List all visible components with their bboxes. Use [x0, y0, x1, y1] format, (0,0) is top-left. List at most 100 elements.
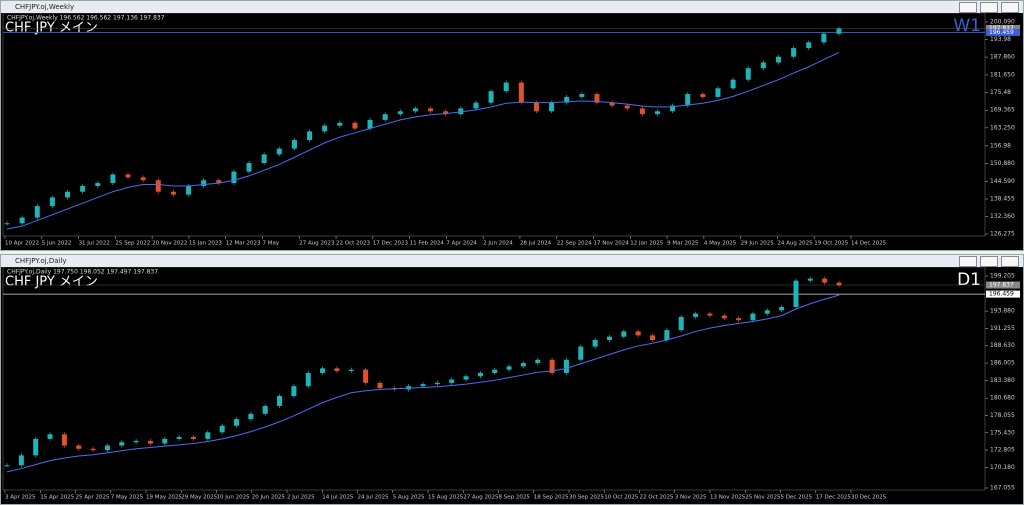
candle: [104, 445, 110, 451]
candle: [95, 183, 101, 186]
candle: [639, 108, 645, 115]
x-tick-label: 18 Sep 2025: [534, 495, 569, 501]
candle: [291, 140, 297, 149]
candle: [592, 339, 598, 347]
x-tick-label: 2 Jun 2024: [483, 241, 513, 247]
candle: [775, 56, 781, 63]
x-tick-label: 27 Aug 2025: [463, 495, 499, 501]
maximize-button[interactable]: [980, 256, 998, 267]
y-tick-label: 181.650: [990, 71, 1015, 78]
y-tick-label: 156.98: [990, 142, 1011, 149]
candle: [760, 62, 766, 69]
x-tick-label: 10 Apr 2022: [5, 241, 39, 247]
x-tick-label: 10 Oct 2025: [604, 495, 639, 501]
candle: [518, 82, 524, 103]
candle: [322, 125, 328, 132]
close-button[interactable]: [1001, 2, 1019, 13]
candle: [764, 310, 770, 314]
period-label: D1: [957, 270, 981, 290]
x-tick-label: 9 Mar 2025: [667, 241, 699, 247]
candle: [549, 102, 555, 112]
candle: [348, 369, 354, 371]
candle: [246, 162, 252, 172]
x-tick-label: 22 Sep 2024: [557, 241, 592, 247]
candle: [201, 180, 207, 186]
candle: [262, 405, 268, 414]
candle: [609, 102, 615, 106]
title-bar: CHFJPY.oj,Weekly: [1, 1, 1023, 13]
candle: [793, 280, 799, 308]
candle: [110, 174, 116, 184]
chart-info: CHFJPY.oj,Weekly 196.562 196.562 197.136…: [7, 15, 165, 22]
y-tick-label: 180.680: [990, 395, 1015, 402]
candle: [488, 91, 494, 103]
x-tick-label: 10 Jun 2025: [217, 495, 251, 501]
chart-window: CHFJPY.oj,Weekly CHFJPY.oj,Weekly 196.562…: [0, 0, 1024, 251]
candle: [506, 366, 512, 370]
x-tick-label: 29 May 2025: [181, 495, 217, 501]
candle: [473, 102, 479, 109]
candle: [664, 330, 670, 340]
candle: [420, 384, 426, 387]
candle: [119, 442, 125, 446]
candle: [621, 331, 627, 337]
candle: [492, 369, 498, 373]
candle: [18, 455, 24, 466]
minimize-button[interactable]: [959, 256, 977, 267]
candle: [170, 191, 176, 195]
candle: [4, 465, 10, 467]
moving-average: [6, 294, 840, 473]
minimize-button[interactable]: [959, 2, 977, 13]
plot-frame: [2, 13, 986, 237]
moving-average: [6, 51, 840, 230]
maximize-button[interactable]: [980, 2, 998, 13]
candle: [503, 82, 509, 92]
x-tick-label: 28 Jul 2024: [520, 241, 552, 247]
price-box: [986, 24, 1020, 32]
y-tick-label: 193.880: [990, 308, 1015, 315]
x-tick-label: 25 Nov 2025: [745, 495, 781, 501]
y-tick-label: 138.455: [990, 196, 1015, 203]
y-tick-label: 163.250: [990, 124, 1015, 131]
candle: [715, 88, 721, 97]
candle: [564, 96, 570, 103]
candle: [412, 108, 418, 112]
x-tick-label: 8 Sep 2025: [499, 495, 531, 501]
x-tick-label: 7 Apr 2024: [446, 241, 477, 247]
x-tick-label: 30 Dec 2025: [851, 495, 887, 501]
x-tick-label: 25 Sep 2022: [115, 241, 150, 247]
y-tick-label: 191.255: [990, 325, 1015, 332]
y-tick-label: 169.365: [990, 107, 1015, 114]
candle: [707, 313, 713, 316]
candle: [125, 174, 131, 178]
candle: [535, 359, 541, 364]
x-tick-label: 29 Jun 2025: [741, 241, 775, 247]
candle: [578, 346, 584, 360]
chart: CHFJPY.oj,Daily 197.750 198.052 197.497 …: [2, 267, 1020, 501]
close-button[interactable]: [1001, 256, 1019, 267]
x-tick-label: 11 Feb 2024: [410, 241, 445, 247]
candle: [836, 282, 842, 286]
y-tick-label: 150.880: [990, 160, 1015, 167]
x-tick-label: 7 May 2025: [111, 495, 144, 501]
y-tick-label: 126.275: [990, 231, 1015, 238]
y-tick-label: 183.380: [990, 377, 1015, 384]
x-tick-label: 5 Aug 2025: [393, 495, 425, 501]
candle: [47, 434, 53, 439]
x-tick-label: 2 Jul 2025: [287, 495, 315, 501]
candle: [231, 171, 237, 184]
x-tick-label: 12 Mar 2023: [226, 241, 261, 247]
x-tick-label: 31 Jul 2022: [79, 241, 110, 247]
chart: CHFJPY.oj,Weekly 196.562 196.562 197.136…: [2, 13, 1020, 247]
candle: [307, 131, 313, 141]
x-tick-label: 22 Oct 2025: [640, 495, 675, 501]
candle: [721, 315, 727, 319]
x-tick-label: 3 Apr 2025: [5, 495, 36, 501]
candle: [428, 108, 434, 112]
candle: [434, 382, 440, 385]
candle: [791, 48, 797, 57]
candle: [176, 436, 182, 439]
x-tick-label: 24 Aug 2025: [777, 241, 813, 247]
x-tick-label: 20 Nov 2022: [152, 241, 187, 247]
